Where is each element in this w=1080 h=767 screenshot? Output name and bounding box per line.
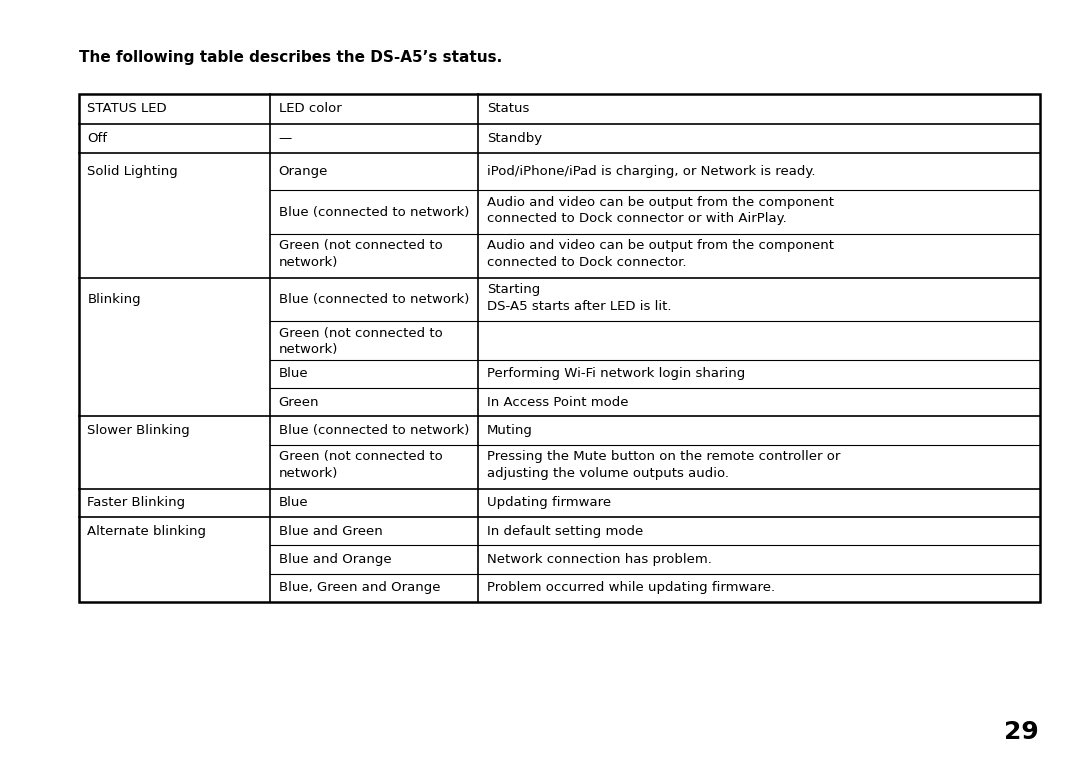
Text: Performing Wi-Fi network login sharing: Performing Wi-Fi network login sharing	[487, 367, 745, 380]
Text: Standby: Standby	[487, 132, 542, 145]
Text: Solid Lighting: Solid Lighting	[87, 165, 178, 178]
Text: Pressing the Mute button on the remote controller or
adjusting the volume output: Pressing the Mute button on the remote c…	[487, 450, 840, 479]
Text: The following table describes the DS-A5’s status.: The following table describes the DS-A5’…	[79, 50, 502, 65]
Text: Green (not connected to
network): Green (not connected to network)	[279, 327, 443, 356]
Text: Blinking: Blinking	[87, 293, 141, 306]
Text: STATUS LED: STATUS LED	[87, 103, 167, 115]
Text: 29: 29	[1004, 720, 1039, 744]
Text: —: —	[279, 132, 292, 145]
Text: Green (not connected to
network): Green (not connected to network)	[279, 239, 443, 268]
Text: LED color: LED color	[279, 103, 341, 115]
Text: Blue, Green and Orange: Blue, Green and Orange	[279, 581, 441, 594]
Text: iPod/iPhone/iPad is charging, or Network is ready.: iPod/iPhone/iPad is charging, or Network…	[487, 165, 815, 178]
Text: Alternate blinking: Alternate blinking	[87, 525, 206, 538]
Text: Blue (connected to network): Blue (connected to network)	[279, 424, 469, 437]
Text: Network connection has problem.: Network connection has problem.	[487, 553, 712, 566]
Text: Blue: Blue	[279, 496, 308, 509]
Text: Green: Green	[279, 396, 320, 409]
Text: Green (not connected to
network): Green (not connected to network)	[279, 450, 443, 479]
Text: In default setting mode: In default setting mode	[487, 525, 644, 538]
Text: Audio and video can be output from the component
connected to Dock connector or : Audio and video can be output from the c…	[487, 196, 834, 225]
Text: Faster Blinking: Faster Blinking	[87, 496, 186, 509]
Text: Blue and Green: Blue and Green	[279, 525, 382, 538]
Text: In Access Point mode: In Access Point mode	[487, 396, 629, 409]
Text: Slower Blinking: Slower Blinking	[87, 424, 190, 437]
Text: Orange: Orange	[279, 165, 328, 178]
Text: Blue (connected to network): Blue (connected to network)	[279, 293, 469, 306]
Text: Updating firmware: Updating firmware	[487, 496, 611, 509]
Text: Starting
DS-A5 starts after LED is lit.: Starting DS-A5 starts after LED is lit.	[487, 283, 672, 312]
Bar	[79, 94, 1040, 602]
Text: Blue and Orange: Blue and Orange	[279, 553, 391, 566]
Text: Status: Status	[487, 103, 529, 115]
Text: Audio and video can be output from the component
connected to Dock connector.: Audio and video can be output from the c…	[487, 239, 834, 268]
Text: Blue: Blue	[279, 367, 308, 380]
Text: Problem occurred while updating firmware.: Problem occurred while updating firmware…	[487, 581, 775, 594]
Text: Off: Off	[87, 132, 108, 145]
Text: Muting: Muting	[487, 424, 532, 437]
Text: Blue (connected to network): Blue (connected to network)	[279, 206, 469, 219]
